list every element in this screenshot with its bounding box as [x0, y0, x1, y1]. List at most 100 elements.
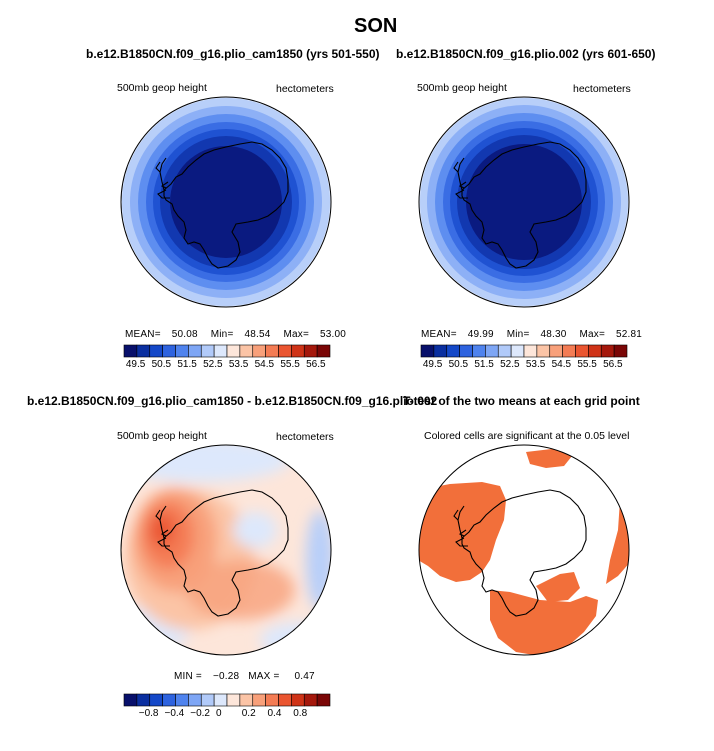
panel3-max-value: 0.47 — [294, 671, 315, 682]
panel3-stats: MIN = −0.28 MAX = 0.47 — [174, 671, 315, 682]
panel4-map-border — [418, 444, 630, 656]
colorbar-box — [600, 344, 615, 358]
colorbar-tick-label: 54.5 — [551, 359, 572, 370]
panel2-min-label: Min= — [506, 329, 530, 340]
colorbar-tick-label: 56.5 — [603, 359, 623, 370]
colorbar-box — [252, 693, 266, 707]
panel3-max-label: MAX = — [248, 671, 280, 682]
colorbar-box — [200, 693, 215, 707]
colorbar-box — [239, 693, 254, 707]
colorbar-box — [252, 344, 266, 358]
panel2-title: b.e12.B1850CN.f09_g16.plio.002 (yrs 601-… — [396, 47, 656, 61]
colorbar-box — [303, 344, 318, 358]
colorbar-tick-label: 52.5 — [203, 359, 223, 370]
panel2-stats: MEAN= 49.99 Min= 48.30 Max= 52.81 — [421, 329, 642, 340]
colorbar-box — [536, 344, 551, 358]
panel2-mean-value: 49.99 — [467, 329, 494, 340]
colorbar-tick-label: 51.5 — [177, 359, 197, 370]
panel1-title: b.e12.B1850CN.f09_g16.plio_cam1850 (yrs … — [86, 47, 380, 61]
colorbar-box — [278, 693, 292, 707]
colorbar-box — [188, 693, 202, 707]
colorbar-box — [316, 693, 331, 707]
colorbar-box — [420, 344, 435, 358]
colorbar-box — [510, 344, 525, 358]
colorbar-tick-label: 55.5 — [280, 359, 300, 370]
panel4-title: T-test of the two means at each grid poi… — [403, 394, 640, 408]
colorbar-box — [149, 344, 163, 358]
panel1-min-value: 48.54 — [244, 329, 271, 340]
panel1-mean-label: MEAN= — [125, 329, 161, 340]
colorbar-box — [136, 693, 151, 707]
colorbar-box — [291, 344, 305, 358]
colorbar-tick-label: 0 — [216, 708, 222, 719]
panel3-colorbar — [123, 693, 331, 707]
colorbar-box — [265, 693, 279, 707]
panel2-map-border — [418, 96, 630, 308]
panel1-max-value: 53.00 — [320, 329, 347, 340]
colorbar-box — [213, 693, 228, 707]
colorbar-tick-label: −0.8 — [138, 708, 159, 719]
panel1-variable-label: 500mb geop height — [117, 82, 207, 94]
colorbar-box — [123, 693, 138, 707]
colorbar-tick-label: 56.5 — [306, 359, 326, 370]
colorbar-box — [123, 344, 138, 358]
colorbar-box — [162, 344, 176, 358]
colorbar-box — [265, 344, 279, 358]
panel2-max-value: 52.81 — [616, 329, 643, 340]
colorbar-tick-label: 50.5 — [151, 359, 172, 370]
panel4-map — [419, 445, 629, 655]
panel3-min-value: −0.28 — [212, 671, 240, 682]
panel2-variable-label: 500mb geop height — [417, 82, 507, 94]
panel1-map-border — [120, 96, 332, 308]
panel4-subtitle: Colored cells are significant at the 0.0… — [424, 430, 630, 442]
panel1-stats: MEAN= 50.08 Min= 48.54 Max= 53.00 — [125, 329, 346, 340]
colorbar-tick-label: −0.4 — [164, 708, 185, 719]
panel2-max-label: Max= — [579, 329, 606, 340]
panel2-map — [419, 97, 629, 307]
colorbar-box — [175, 344, 189, 358]
colorbar-tick-label: 52.5 — [500, 359, 520, 370]
panel3-min-label: MIN = — [174, 671, 202, 682]
panel1-mean-value: 50.08 — [171, 329, 198, 340]
panel3-title: b.e12.B1850CN.f09_g16.plio_cam1850 - b.e… — [27, 394, 438, 408]
colorbar-tick-label: 0.4 — [267, 708, 282, 719]
colorbar-box — [433, 344, 448, 358]
panel1-units-label: hectometers — [276, 83, 334, 95]
panel1-min-label: Min= — [210, 329, 234, 340]
panel2-min-value: 48.30 — [540, 329, 567, 340]
colorbar-tick-label: 49.5 — [422, 359, 443, 370]
colorbar-box — [575, 344, 589, 358]
colorbar-box — [562, 344, 576, 358]
colorbar-box — [446, 344, 460, 358]
panel3-units-label: hectometers — [276, 431, 334, 443]
colorbar-box — [226, 693, 241, 707]
colorbar-box — [588, 344, 602, 358]
colorbar-box — [613, 344, 628, 358]
colorbar-box — [200, 344, 215, 358]
colorbar-box — [316, 344, 331, 358]
colorbar-box — [459, 344, 473, 358]
panel1-map — [121, 97, 331, 307]
colorbar-tick-label: −0.2 — [190, 708, 210, 719]
colorbar-box — [213, 344, 228, 358]
panel2-mean-label: MEAN= — [421, 329, 457, 340]
colorbar-tick-label: 54.5 — [254, 359, 275, 370]
colorbar-box — [303, 693, 318, 707]
colorbar-box — [136, 344, 151, 358]
colorbar-box — [497, 344, 512, 358]
colorbar-box — [278, 344, 292, 358]
colorbar-box — [291, 693, 305, 707]
colorbar-tick-label: 51.5 — [474, 359, 494, 370]
panel3-map-border — [120, 444, 332, 656]
figure-title: SON — [354, 15, 398, 37]
colorbar-tick-label: 0.8 — [293, 708, 308, 719]
panel1-colorbar — [123, 344, 331, 358]
panel3-variable-label: 500mb geop height — [117, 430, 207, 442]
colorbar-box — [485, 344, 499, 358]
panel2-units-label: hectometers — [573, 83, 631, 95]
colorbar-box — [226, 344, 241, 358]
colorbar-box — [162, 693, 176, 707]
colorbar-tick-label: 0.2 — [241, 708, 256, 719]
colorbar-tick-label: 55.5 — [577, 359, 597, 370]
colorbar-box — [149, 693, 163, 707]
